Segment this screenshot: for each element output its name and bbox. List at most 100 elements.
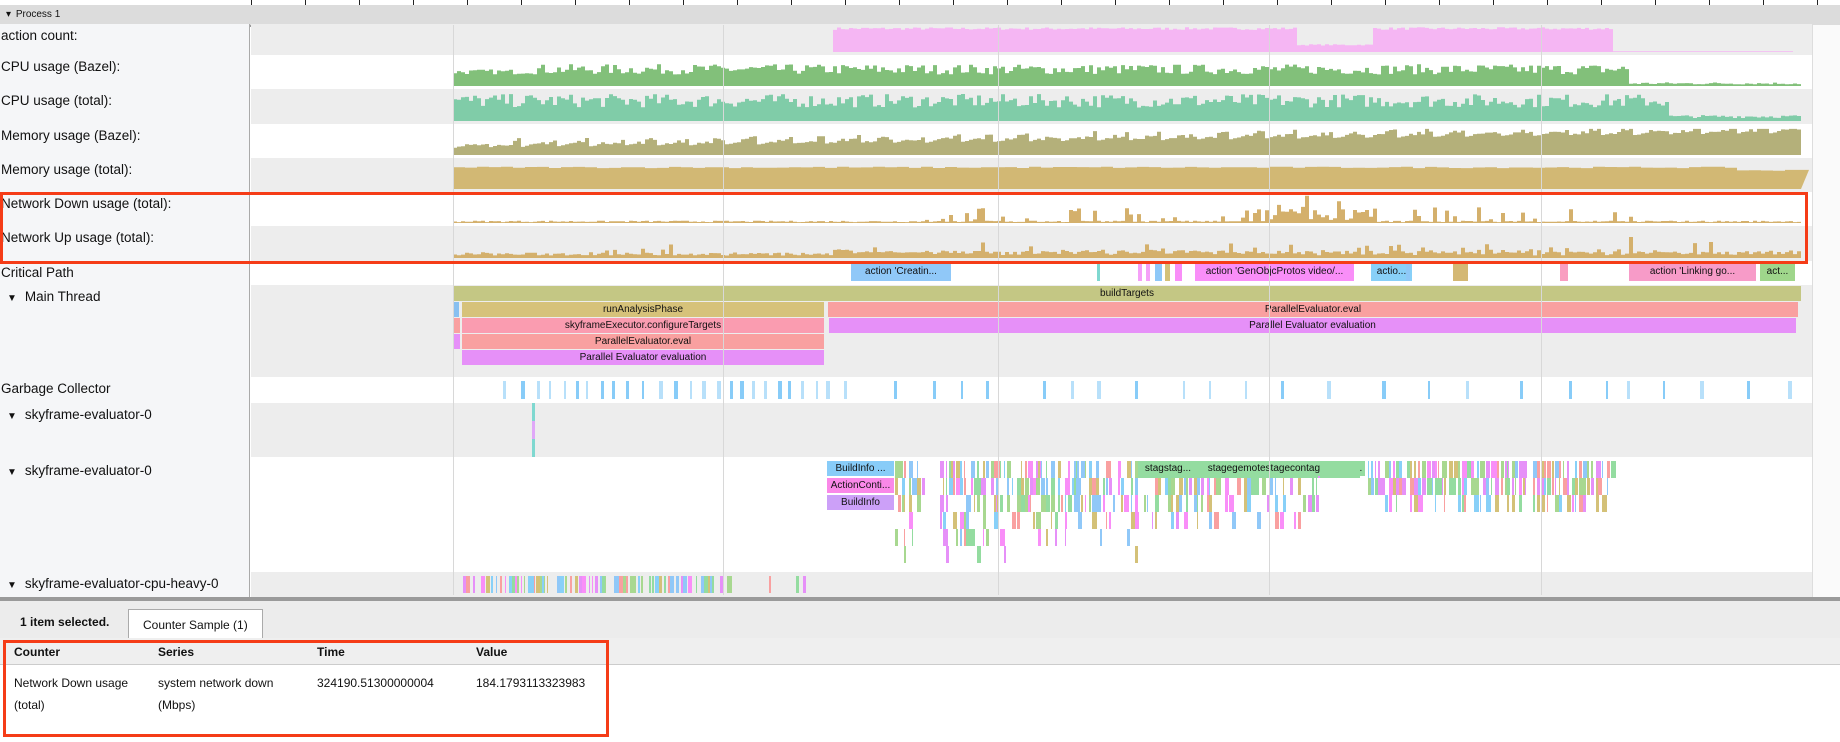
event-slice[interactable] (1389, 478, 1393, 495)
event-slice[interactable] (1209, 512, 1212, 529)
event-slice[interactable] (1519, 495, 1522, 512)
event-slice[interactable] (1096, 461, 1099, 478)
event-slice[interactable] (1542, 495, 1545, 512)
event-slice[interactable] (1559, 495, 1562, 512)
event-slice[interactable] (904, 546, 906, 563)
event-slice[interactable] (1092, 478, 1097, 495)
event-slice[interactable] (1552, 461, 1554, 478)
event-slice[interactable] (1103, 478, 1105, 495)
gc-event[interactable] (843, 381, 847, 399)
event-slice[interactable] (909, 495, 912, 512)
event-slice[interactable] (1068, 461, 1070, 478)
column-header-counter[interactable]: Counter (14, 645, 60, 659)
event-slice[interactable] (1559, 461, 1561, 478)
event-slice[interactable] (953, 478, 955, 495)
event-slice[interactable] (1563, 478, 1566, 495)
event-slice[interactable] (683, 576, 687, 593)
event-slice[interactable] (1378, 478, 1382, 495)
event-slice[interactable] (971, 478, 973, 495)
event-slice[interactable] (1065, 478, 1070, 495)
gc-event[interactable] (985, 381, 989, 399)
event-slice[interactable] (940, 461, 944, 478)
event-slice[interactable] (1512, 478, 1514, 495)
event-slice[interactable] (1385, 495, 1388, 512)
event-slice[interactable] (1422, 478, 1426, 495)
event-slice[interactable] (1512, 461, 1515, 478)
gc-event[interactable] (1663, 381, 1666, 399)
event-slice[interactable] (1432, 461, 1436, 478)
gc-event[interactable] (815, 381, 818, 399)
event-slice[interactable] (496, 576, 497, 593)
event-slice[interactable] (1414, 461, 1416, 478)
gc-event[interactable] (826, 381, 831, 399)
event-slice[interactable] (1414, 478, 1419, 495)
event-slice[interactable] (1096, 495, 1101, 512)
event-slice[interactable] (1147, 495, 1148, 512)
event-slice[interactable] (977, 546, 981, 563)
event-slice[interactable] (1030, 495, 1031, 512)
event-slice[interactable] (570, 576, 572, 593)
critical-path-slice[interactable] (1406, 264, 1410, 281)
event-slice[interactable] (1587, 478, 1590, 495)
event-slice[interactable] (1410, 495, 1412, 512)
gc-event[interactable] (788, 381, 792, 399)
gc-event[interactable] (717, 381, 722, 399)
event-slice[interactable] (1197, 478, 1200, 495)
event-slice[interactable] (1533, 478, 1535, 495)
event-slice[interactable] (704, 576, 709, 593)
event-slice[interactable] (1454, 461, 1458, 478)
event-slice[interactable] (977, 478, 981, 495)
event-slice[interactable] (1081, 495, 1083, 512)
gc-event[interactable] (1209, 381, 1212, 399)
event-slice[interactable] (996, 495, 997, 512)
event-slice[interactable] (1507, 495, 1509, 512)
event-slice[interactable] (1103, 495, 1105, 512)
event-slice[interactable] (1225, 478, 1229, 495)
event-slice[interactable] (1393, 478, 1396, 495)
event-slice[interactable] (1572, 495, 1574, 512)
event-slice[interactable] (1021, 461, 1022, 478)
event-slice[interactable] (1058, 495, 1060, 512)
gc-event[interactable] (1097, 381, 1102, 399)
critical-path-slice[interactable] (1165, 264, 1170, 281)
event-slice[interactable] (1135, 512, 1139, 529)
event-slice[interactable] (1389, 461, 1391, 478)
event-slice[interactable] (1267, 495, 1269, 512)
event-slice[interactable] (1131, 495, 1132, 512)
event-slice[interactable] (1209, 478, 1210, 495)
event-slice[interactable] (517, 576, 519, 593)
event-slice[interactable] (1385, 461, 1389, 478)
event-slice[interactable] (623, 576, 626, 593)
event-slice[interactable] (1017, 478, 1021, 495)
event-slice[interactable] (655, 576, 659, 593)
gc-event[interactable] (537, 381, 541, 399)
event-slice[interactable] (1312, 478, 1314, 495)
event-slice[interactable] (1602, 461, 1603, 478)
event-slice[interactable] (1552, 478, 1554, 495)
event-slice[interactable] (1275, 478, 1276, 495)
gc-event[interactable] (961, 381, 964, 399)
event-slice[interactable] (1303, 495, 1306, 512)
event-slice[interactable] (769, 576, 771, 593)
event-slice[interactable] (1290, 478, 1293, 495)
event-slice[interactable] (1579, 495, 1583, 512)
event-slice[interactable] (595, 576, 598, 593)
expand-triangle-icon[interactable]: ▼ (7, 467, 17, 478)
event-slice[interactable] (1579, 478, 1583, 495)
event-slice[interactable] (977, 495, 980, 512)
event-slice[interactable] (943, 529, 948, 546)
column-header-value[interactable]: Value (476, 645, 508, 659)
event-slice[interactable] (1407, 461, 1411, 478)
event-slice[interactable] (1495, 461, 1497, 478)
event-slice[interactable] (943, 478, 944, 495)
event-slice[interactable] (1483, 478, 1488, 495)
event-slice[interactable] (1065, 529, 1066, 546)
gc-event[interactable] (673, 381, 678, 399)
event-slice[interactable] (1308, 495, 1312, 512)
critical-path-slice[interactable] (1155, 264, 1162, 281)
event-slice[interactable] (1074, 478, 1076, 495)
event-slice[interactable] (1076, 461, 1077, 478)
event-slice[interactable] (481, 576, 485, 593)
event-slice[interactable] (902, 495, 904, 512)
event-slice[interactable] (1155, 495, 1159, 512)
